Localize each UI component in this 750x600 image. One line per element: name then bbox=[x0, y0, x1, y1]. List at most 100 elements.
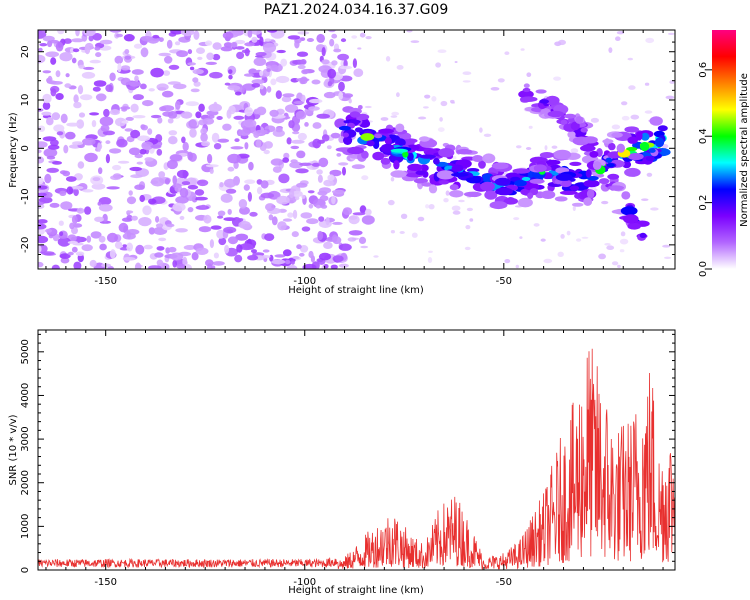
spectrogram-cell bbox=[554, 196, 568, 202]
spectrogram-cell bbox=[196, 179, 209, 187]
spectrogram-cell bbox=[205, 61, 217, 65]
spectrogram-cell bbox=[126, 210, 134, 214]
spectrogram-cell bbox=[50, 88, 57, 97]
spectrogram-cell bbox=[342, 132, 349, 138]
spectrogram-cell bbox=[259, 36, 264, 47]
spectrogram-cell bbox=[621, 191, 631, 200]
spectrogram-cell bbox=[450, 99, 455, 104]
spectrogram-cell bbox=[385, 56, 391, 62]
spectrogram-cell bbox=[130, 103, 139, 113]
spectrogram-cell bbox=[38, 223, 47, 230]
spectrogram-cell bbox=[349, 111, 361, 118]
spectrogram-cell bbox=[299, 162, 312, 166]
spectrogram-cell bbox=[70, 185, 84, 190]
spectrogram-cell bbox=[361, 150, 369, 159]
spectrogram-cell bbox=[311, 79, 321, 85]
spectrogram-cell bbox=[248, 161, 254, 171]
spectrogram-cell bbox=[234, 39, 246, 45]
spectrogram-cell bbox=[75, 30, 80, 37]
spectrogram-cell bbox=[172, 175, 177, 185]
spectrogram-cell bbox=[209, 168, 214, 174]
spectrogram-cell bbox=[56, 131, 64, 136]
spectrogram-cell bbox=[264, 233, 275, 242]
spectrogram-cell bbox=[358, 236, 367, 244]
spectrogram-cell bbox=[607, 173, 620, 180]
spectrogram-cell bbox=[115, 117, 127, 127]
spectrogram-cell bbox=[212, 53, 221, 61]
spectrogram-cell bbox=[271, 216, 278, 226]
spectrogram-y-tick-label: -10 bbox=[20, 188, 31, 204]
spectrogram-cell bbox=[608, 142, 616, 151]
spectrogram-cell bbox=[263, 141, 273, 149]
spectrogram-cell bbox=[296, 182, 308, 188]
spectrogram-cell bbox=[439, 117, 443, 122]
spectrogram-cell bbox=[140, 124, 146, 130]
spectrogram-cell bbox=[189, 66, 195, 71]
spectrogram-cell bbox=[317, 230, 324, 241]
spectrogram-cell bbox=[172, 202, 186, 212]
spectrogram-cell bbox=[270, 158, 284, 166]
spectrogram-cell bbox=[292, 131, 300, 135]
spectrogram-cell bbox=[97, 201, 102, 206]
spectrogram-cell bbox=[428, 250, 433, 253]
spectrogram-cell bbox=[402, 151, 409, 158]
spectrogram-cell bbox=[413, 178, 428, 184]
spectrogram-cell bbox=[478, 160, 486, 169]
spectrogram-cell bbox=[539, 99, 550, 104]
spectrogram-cell bbox=[44, 173, 52, 184]
spectrogram-cell bbox=[555, 173, 573, 181]
spectrogram-cell bbox=[290, 159, 298, 164]
spectrogram-cell bbox=[435, 62, 441, 68]
spectrogram-cell bbox=[318, 157, 329, 168]
spectrogram-cell bbox=[299, 245, 309, 253]
spectrogram-cell bbox=[419, 136, 430, 142]
spectrogram-cell bbox=[580, 145, 596, 152]
spectrogram-cell bbox=[360, 245, 369, 249]
spectrogram-cell bbox=[42, 35, 55, 42]
spectrogram-cell bbox=[59, 190, 67, 196]
spectrogram-cell bbox=[263, 149, 270, 155]
spectrogram-cell bbox=[81, 71, 96, 79]
spectrogram-cell bbox=[533, 164, 547, 172]
spectrogram-cell bbox=[291, 231, 299, 238]
snr-frame bbox=[37, 329, 676, 571]
spectrogram-cell bbox=[52, 161, 62, 165]
spectrogram-cell bbox=[585, 169, 592, 178]
spectrogram-cell bbox=[122, 244, 127, 248]
spectrogram-cell bbox=[583, 179, 600, 188]
spectrogram-cell bbox=[266, 68, 271, 72]
spectrogram-cell bbox=[525, 147, 532, 150]
spectrogram-cell bbox=[139, 148, 147, 155]
spectrogram-cell bbox=[424, 94, 431, 99]
spectrogram-cell bbox=[539, 152, 555, 159]
snr-x-tick-label: -100 bbox=[293, 577, 316, 588]
spectrogram-cell bbox=[71, 57, 77, 64]
spectrogram-cell bbox=[365, 36, 372, 40]
spectrogram-cell bbox=[360, 133, 375, 141]
spectrogram-cell bbox=[260, 180, 269, 189]
spectrogram-cell bbox=[428, 204, 435, 210]
spectrogram-cell bbox=[192, 77, 199, 83]
spectrogram-cell bbox=[126, 196, 137, 205]
spectrogram-cell bbox=[136, 161, 143, 165]
spectrogram-cell bbox=[331, 189, 346, 194]
spectrogram-x-axis: -150 -100 -50 bbox=[45, 30, 664, 287]
spectrogram-cell bbox=[289, 161, 303, 169]
spectrogram-cell bbox=[327, 174, 335, 181]
spectrogram-cell bbox=[71, 246, 78, 253]
spectrogram-cell bbox=[187, 207, 194, 213]
spectrogram-cell bbox=[605, 157, 613, 163]
spectrogram-cell bbox=[66, 186, 74, 195]
spectrogram-cell bbox=[540, 190, 556, 199]
spectrogram-cell bbox=[289, 189, 295, 199]
spectrogram-cell bbox=[150, 67, 164, 78]
spectrogram-cell bbox=[50, 57, 57, 65]
spectrogram-cell bbox=[646, 172, 653, 177]
spectrogram-cell bbox=[271, 259, 286, 265]
spectrogram-cell bbox=[122, 257, 136, 261]
spectrogram-cell bbox=[90, 231, 102, 239]
spectrogram-cell bbox=[118, 222, 129, 233]
spectrogram-cell bbox=[380, 117, 389, 121]
colorbar-label: Normalized spectral amplitude bbox=[739, 73, 750, 227]
spectrogram-cell bbox=[251, 30, 262, 35]
